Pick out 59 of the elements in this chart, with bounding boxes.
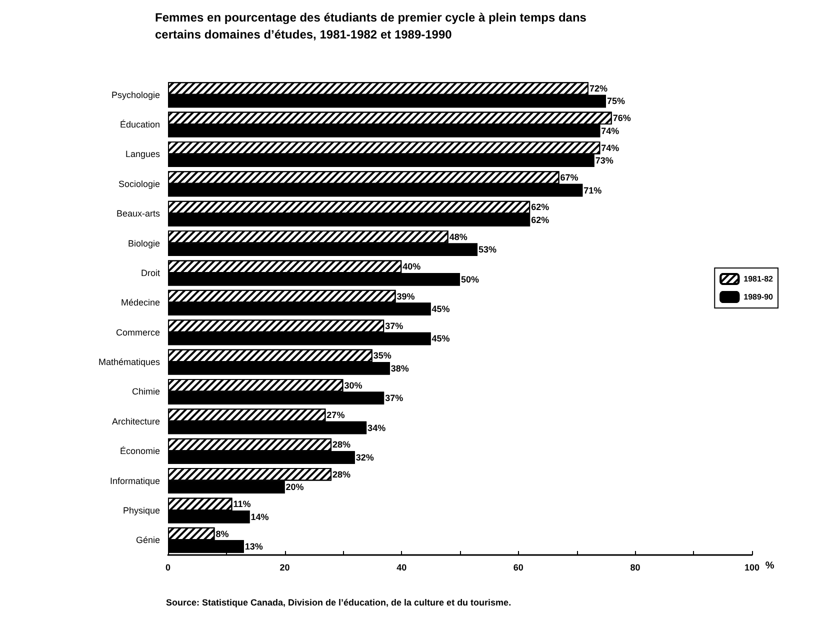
y-tick-label: Droit: [140, 268, 160, 278]
y-tick-label: Chimie: [132, 386, 160, 397]
legend-label: 1989-90: [744, 292, 774, 302]
data-label: 74%: [601, 142, 620, 153]
data-label: 45%: [432, 304, 450, 314]
legend-label: 1981-82: [744, 274, 774, 284]
y-tick-label: Beaux-arts: [116, 208, 160, 219]
data-label: 13%: [244, 542, 263, 552]
data-label: 27%: [326, 410, 345, 420]
data-label: 53%: [478, 244, 497, 255]
data-label: 11%: [233, 499, 251, 510]
x-tick-label: 20: [280, 562, 290, 572]
y-tick-label: Biologie: [128, 238, 160, 248]
y-tick-label: Langues: [125, 149, 160, 160]
data-label: 48%: [449, 232, 468, 242]
data-label: 76%: [612, 113, 631, 124]
data-label: 30%: [344, 380, 362, 390]
x-tick-label: 60: [513, 562, 524, 572]
data-label: 14%: [250, 512, 269, 522]
x-tick-label: 80: [630, 562, 640, 572]
y-tick-label: Sociologie: [118, 178, 160, 189]
y-tick-label: Médecine: [120, 298, 160, 308]
data-label: 75%: [607, 96, 626, 106]
y-tick-label: Physique: [122, 505, 160, 516]
data-label: 50%: [461, 274, 480, 284]
chart-title: Femmes en pourcentage des étudiants de premier cycle à plein temps dans certains domaines d’études, 1981-1982 et 1989-1990: [155, 10, 587, 42]
y-tick-label: Commerce: [116, 327, 160, 338]
data-label: 37%: [385, 320, 404, 331]
data-label: 39%: [396, 291, 415, 302]
data-label: 74%: [601, 126, 620, 136]
data-label: 35%: [373, 350, 392, 361]
data-label: 34%: [368, 422, 386, 433]
data-label: 71%: [584, 185, 602, 196]
data-label: 72%: [589, 83, 608, 94]
x-tick-label: 100: [744, 562, 760, 572]
y-tick-label: Éducation: [120, 120, 160, 130]
data-label: 28%: [332, 440, 351, 450]
data-label: 8%: [216, 528, 229, 539]
data-label: 67%: [560, 172, 578, 183]
data-label: 40%: [402, 262, 421, 272]
data-label: 20%: [286, 482, 304, 492]
x-axis-title: %: [765, 560, 774, 572]
data-label: 28%: [332, 469, 351, 480]
x-tick-label: 0: [165, 562, 171, 572]
data-label: 45%: [432, 334, 450, 344]
data-label: 38%: [390, 363, 409, 374]
y-tick-label: Mathématiques: [98, 357, 160, 368]
data-label: 73%: [595, 156, 614, 166]
x-tick-label: 40: [396, 562, 407, 572]
source-note: Source: Statistique Canada, Division de l’éducation, de la culture et du tourisme.: [166, 598, 512, 608]
data-label: 62%: [531, 214, 550, 225]
y-tick-label: Économie: [120, 446, 160, 456]
data-label: 37%: [385, 393, 404, 404]
y-tick-label: Génie: [136, 535, 160, 546]
y-tick-label: Architecture: [112, 416, 160, 426]
data-label: 62%: [531, 202, 550, 212]
y-tick-label: Psychologie: [111, 90, 160, 100]
y-tick-label: Informatique: [110, 476, 160, 486]
data-label: 32%: [356, 452, 374, 462]
